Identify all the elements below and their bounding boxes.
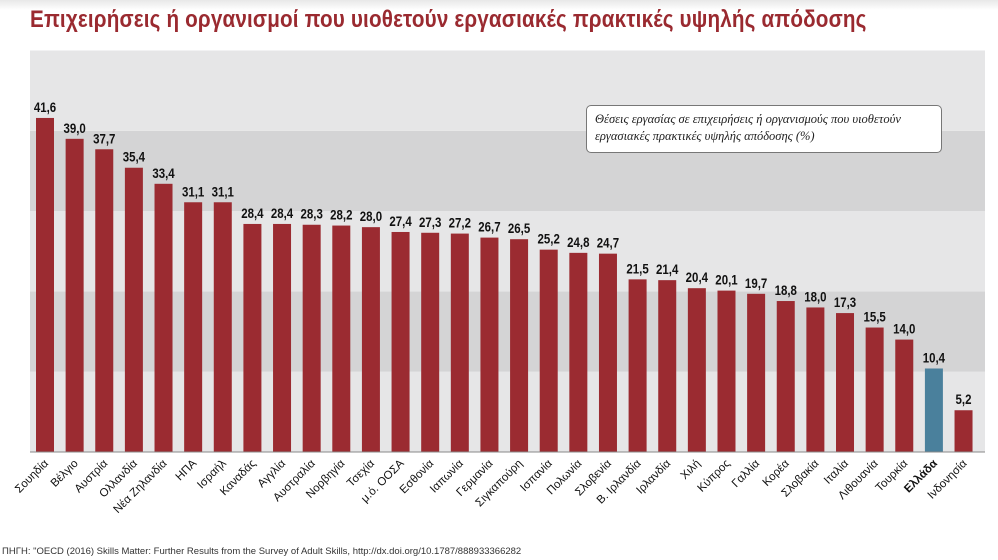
bar [836, 313, 855, 452]
category-label: Κύπρος [696, 457, 733, 494]
data-label: 28,0 [360, 208, 382, 224]
bar [450, 233, 469, 452]
data-label: 27,3 [419, 214, 441, 230]
category-label: Νέα Ζηλανδία [111, 457, 169, 515]
data-label: 17,3 [834, 294, 856, 310]
bar [954, 410, 973, 452]
bar [302, 224, 321, 452]
data-label: 27,4 [389, 213, 412, 229]
data-label: 37,7 [93, 130, 115, 146]
data-label: 26,7 [478, 218, 500, 234]
data-label: 24,7 [597, 235, 619, 251]
category-label: Σουηδία [13, 457, 51, 495]
bar [717, 290, 736, 452]
category-label: ΗΠΑ [174, 457, 200, 483]
bar [36, 117, 54, 453]
bar [421, 232, 440, 452]
data-label: 35,4 [123, 149, 146, 165]
data-label: 18,8 [775, 282, 797, 298]
data-label: 20,4 [686, 269, 709, 285]
data-label: 20,1 [715, 271, 737, 287]
data-label: 5,2 [956, 391, 972, 407]
data-label: 26,5 [508, 220, 530, 236]
data-label: 14,0 [893, 320, 915, 336]
data-label: 21,5 [626, 260, 648, 276]
bar [747, 293, 766, 452]
chart-title: Επιχειρήσεις ή οργανισμοί που υιοθετούν … [30, 6, 867, 33]
data-label: 41,6 [34, 99, 56, 115]
bar [480, 237, 499, 452]
bar [124, 167, 143, 452]
data-label: 25,2 [538, 231, 560, 247]
bar-chart: 41,6Σουηδία39,0Βέλγιο37,7Αυστρία35,4Ολλα… [13, 50, 985, 516]
data-label: 10,4 [923, 349, 946, 365]
bar [628, 279, 647, 452]
bar [510, 239, 529, 452]
bar [658, 280, 677, 452]
data-label: 21,4 [656, 261, 679, 277]
data-label: 15,5 [863, 308, 885, 324]
data-label: 19,7 [745, 275, 767, 291]
bar [273, 223, 292, 452]
bar [184, 202, 203, 452]
bar [806, 307, 825, 452]
bar [243, 223, 262, 452]
bar [569, 252, 588, 452]
bar [687, 288, 706, 452]
legend-box: Θέσεις εργασίας σε επιχειρήσεις ή οργανι… [586, 105, 942, 153]
category-label: Χιλή [679, 458, 703, 482]
data-label: 31,1 [182, 183, 204, 199]
data-label: 18,0 [804, 288, 826, 304]
data-label: 33,4 [152, 165, 175, 181]
bar [539, 249, 558, 452]
bar [65, 138, 84, 452]
bar [924, 368, 943, 452]
source-note: ΠΗΓΗ: "OECD (2016) Skills Matter: Furthe… [2, 546, 522, 557]
category-label: Γαλλία [730, 457, 763, 490]
data-label: 31,1 [212, 183, 234, 199]
bar [213, 202, 232, 452]
data-label: 28,4 [271, 205, 294, 221]
bar [361, 227, 380, 452]
bar [391, 231, 410, 452]
bar [895, 339, 914, 452]
top-shade [0, 0, 998, 10]
bar [332, 225, 351, 452]
bar [598, 253, 617, 452]
data-label: 28,4 [241, 205, 264, 221]
bar [776, 301, 795, 452]
data-label: 39,0 [63, 120, 85, 136]
data-label: 27,2 [449, 214, 471, 230]
bar [865, 327, 884, 452]
data-label: 24,8 [567, 234, 589, 250]
data-label: 28,2 [330, 206, 352, 222]
bar [154, 183, 173, 452]
data-label: 28,3 [300, 206, 322, 222]
bar [95, 149, 114, 453]
